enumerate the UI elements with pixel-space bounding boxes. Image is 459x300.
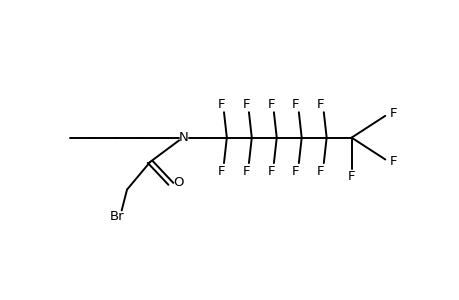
Text: F: F (291, 98, 299, 111)
Text: F: F (217, 165, 224, 178)
Text: F: F (217, 98, 224, 111)
Text: F: F (267, 165, 274, 178)
Text: F: F (389, 107, 396, 120)
Text: F: F (389, 155, 396, 168)
Text: F: F (317, 165, 324, 178)
Text: F: F (242, 98, 249, 111)
Text: F: F (291, 165, 299, 178)
Text: F: F (317, 98, 324, 111)
Text: Br: Br (110, 210, 124, 223)
Text: F: F (242, 165, 249, 178)
Text: N: N (179, 131, 189, 144)
Text: F: F (347, 170, 355, 183)
Text: F: F (267, 98, 274, 111)
Text: O: O (173, 176, 184, 189)
